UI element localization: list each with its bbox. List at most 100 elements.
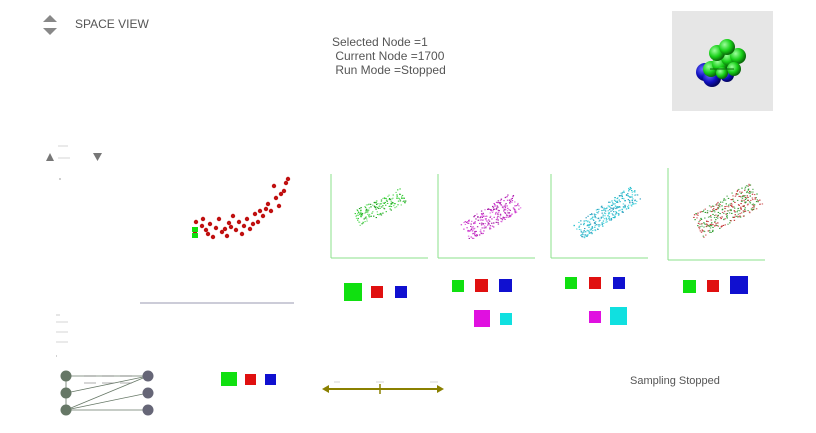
cloud-point <box>397 189 399 191</box>
cloud-point <box>611 202 614 204</box>
legend-red-square[interactable] <box>245 374 256 385</box>
cloud-point <box>497 200 499 202</box>
cloud-point <box>506 199 509 201</box>
cloud-point <box>379 213 381 215</box>
cloud-point <box>492 210 494 212</box>
cloud-point <box>373 215 375 217</box>
cloud-point <box>373 201 376 203</box>
cloud-point <box>744 188 746 190</box>
cloud-point <box>699 226 701 228</box>
cloud-point <box>355 215 357 217</box>
cloud-point <box>369 203 372 205</box>
cloud-point <box>594 224 596 226</box>
scatter-plot <box>140 176 294 304</box>
legend-blue-square[interactable] <box>265 374 276 385</box>
cloud-point <box>734 201 736 203</box>
legend-magenta-square[interactable] <box>474 310 490 327</box>
cloud-point <box>487 208 490 210</box>
cloud-point <box>745 201 747 203</box>
cloud-point <box>494 213 497 215</box>
legend-cyan-square[interactable] <box>610 307 627 325</box>
cloud-point <box>724 207 726 209</box>
cloud-point <box>607 205 609 207</box>
cloud-point <box>604 210 607 212</box>
graph-node[interactable] <box>142 404 154 416</box>
legend-blue-square[interactable] <box>613 277 625 289</box>
cloud-point <box>707 216 710 218</box>
legend-green-square[interactable] <box>221 372 237 386</box>
legend-green-square[interactable] <box>452 280 464 292</box>
cloud-point <box>749 195 751 197</box>
cloud-point <box>583 230 585 232</box>
graph-node[interactable] <box>142 387 154 399</box>
network-graph[interactable] <box>56 366 156 416</box>
cloud-point <box>390 209 392 211</box>
cloud-point <box>497 223 500 225</box>
cloud-point <box>587 224 589 226</box>
cloud-point <box>755 201 758 203</box>
cloud-point <box>723 198 725 200</box>
cloud-point <box>509 215 511 217</box>
cloud-point <box>607 212 610 214</box>
legend-red-square[interactable] <box>589 277 601 289</box>
cloud-point <box>519 207 522 209</box>
cloud-point <box>744 198 747 200</box>
cloud-point <box>365 208 368 210</box>
cloud-point <box>715 209 717 211</box>
cloud-point <box>393 205 395 207</box>
cloud-point <box>716 203 718 205</box>
cloud-point <box>601 222 603 224</box>
cloud-point <box>379 203 381 205</box>
legend-red-square[interactable] <box>707 280 719 292</box>
triangle-up-icon[interactable] <box>46 153 54 161</box>
legend-green-square[interactable] <box>683 280 696 293</box>
cloud-point <box>717 215 719 217</box>
cloud-point <box>622 206 625 208</box>
legend-magenta-square[interactable] <box>589 311 601 323</box>
graph-node[interactable] <box>60 404 72 416</box>
cloud-point <box>616 201 618 203</box>
cloud-point <box>586 234 589 236</box>
cloud-point <box>625 208 628 210</box>
cloud-point <box>494 204 496 206</box>
cloud-point <box>731 204 733 206</box>
legend-cyan-square[interactable] <box>500 313 512 325</box>
legend-green-square[interactable] <box>565 277 577 289</box>
cloud-point <box>609 201 611 203</box>
graph-node[interactable] <box>60 370 72 382</box>
cloud-point <box>759 199 761 201</box>
graph-node[interactable] <box>60 387 72 399</box>
cloud-point <box>482 223 484 225</box>
cloud-point <box>367 209 370 211</box>
cloud-point <box>397 200 400 202</box>
legend-blue-square[interactable] <box>730 276 748 294</box>
legend-red-square[interactable] <box>371 286 383 298</box>
scatter-point <box>226 220 232 226</box>
cloud-point <box>576 228 578 230</box>
cloud-point <box>504 212 507 214</box>
triangle-down-icon[interactable] <box>93 153 102 161</box>
cloud-point <box>613 211 615 213</box>
cloud-point <box>627 199 630 201</box>
cloud-point <box>505 216 507 218</box>
cloud-point <box>364 206 366 208</box>
graph-node[interactable] <box>142 370 154 382</box>
scatter-point <box>199 223 205 229</box>
cloud-point <box>358 211 360 213</box>
up-down-arrows-icon[interactable] <box>42 14 58 36</box>
cloud-point <box>752 208 755 210</box>
cloud-point <box>726 205 728 207</box>
legend-blue-square[interactable] <box>395 286 407 298</box>
legend-blue-square[interactable] <box>499 279 512 292</box>
legend-green-square[interactable] <box>344 283 362 301</box>
legend-red-square[interactable] <box>475 279 488 292</box>
range-slider[interactable] <box>320 379 446 399</box>
cloud-point <box>715 214 717 216</box>
cloud-point <box>403 197 405 199</box>
cloud-point <box>504 208 507 210</box>
current-node-label: Current Node =1700 <box>332 49 445 63</box>
cloud-point <box>703 236 705 238</box>
cloud-point <box>504 218 506 220</box>
cloud-point <box>624 204 626 206</box>
molecule-thumbnail[interactable] <box>672 11 773 111</box>
